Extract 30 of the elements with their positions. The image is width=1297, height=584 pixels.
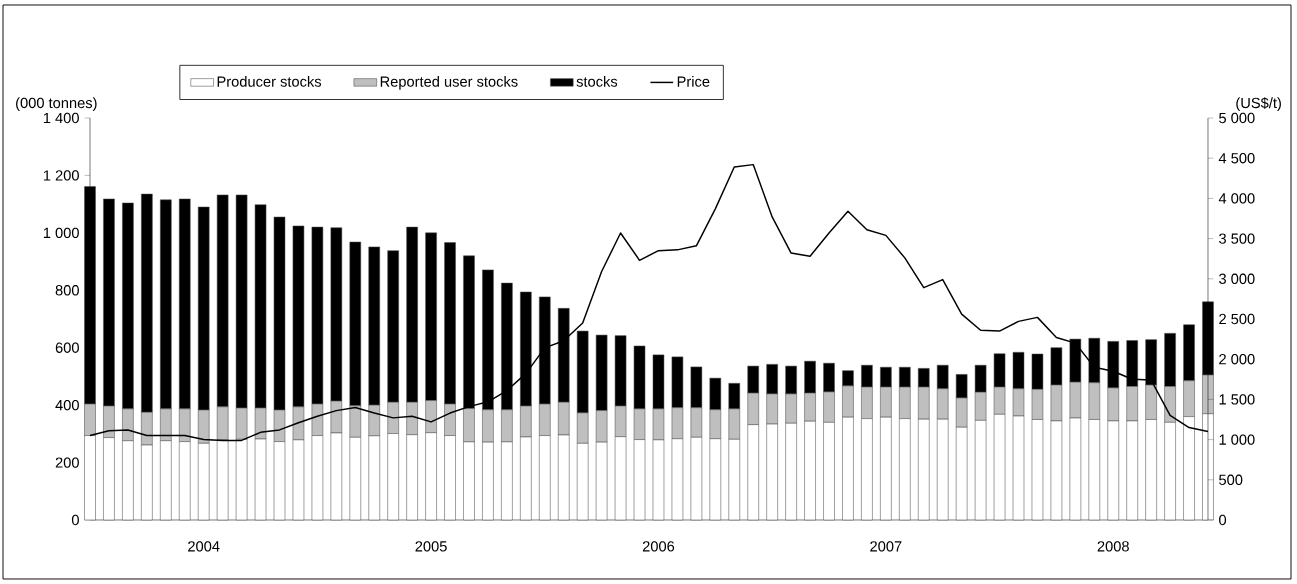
y2-tick-label: 4 500 bbox=[1218, 153, 1255, 164]
y-tick-label: 800 bbox=[55, 285, 79, 296]
y2-tick-label: 2 500 bbox=[1219, 313, 1255, 325]
y-tick-label: 600 bbox=[55, 342, 79, 353]
y2-tick-label: 500 bbox=[1219, 474, 1243, 485]
y-tick-label: 1 400 bbox=[43, 112, 79, 124]
y2-tick-label: 5 000 bbox=[1219, 112, 1255, 124]
y2-tick-label: 0 bbox=[1219, 514, 1227, 526]
x-tick-label: 2007 bbox=[870, 541, 902, 552]
y-tick-label: 0 bbox=[71, 514, 79, 526]
y-tick-label: 200 bbox=[55, 457, 79, 468]
legend-label: Price bbox=[677, 76, 710, 87]
y2-tick-label: 1 000 bbox=[1219, 434, 1255, 445]
y2-axis-title: (US$/t) bbox=[1236, 97, 1281, 112]
y2-tick-label: 1 500 bbox=[1219, 394, 1255, 405]
y2-tick-label: 4 000 bbox=[1218, 193, 1255, 204]
y-tick-label: 1 200 bbox=[43, 170, 79, 181]
y-axis-title: (000 tonnes) bbox=[16, 97, 97, 112]
x-tick-label: 2005 bbox=[415, 541, 447, 552]
x-tick-label: 2006 bbox=[642, 541, 675, 552]
legend-label: Producer stocks bbox=[217, 76, 322, 87]
legend-label: Reported user stocks bbox=[380, 76, 518, 90]
y2-tick-label: 2 000 bbox=[1219, 354, 1255, 365]
legend-label: stocks bbox=[576, 76, 618, 87]
y2-tick-label: 3 000 bbox=[1219, 273, 1255, 284]
x-tick-label: 2008 bbox=[1097, 541, 1129, 552]
y-tick-label: 1 000 bbox=[43, 227, 79, 239]
y2-tick-label: 3 500 bbox=[1219, 233, 1255, 244]
y-tick-label: 400 bbox=[55, 399, 79, 411]
x-tick-label: 2004 bbox=[188, 541, 220, 552]
